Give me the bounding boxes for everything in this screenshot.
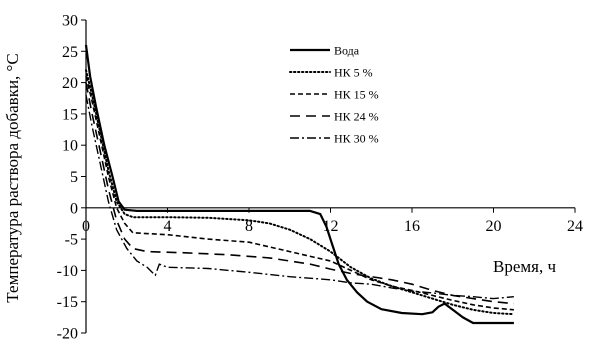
legend-label-0: Вода [334, 44, 360, 58]
axis-labels: Время, ч Температура раствора добавки, °C [3, 53, 556, 302]
y-tick-label: 0 [70, 200, 78, 217]
series-line-0 [84, 44, 514, 325]
series-line-4 [85, 94, 514, 300]
y-tick-label: 10 [62, 138, 78, 155]
y-axis-label: Температура раствора добавки, °C [3, 53, 22, 302]
x-tick-label: 0 [82, 218, 90, 235]
y-tick-label: -10 [57, 263, 78, 280]
legend: Вода НК 5 % НК 15 % НК 24 % НК 30 % [289, 44, 379, 146]
x-axis: 0 4 8 12 16 20 24 [82, 207, 583, 235]
legend-label-3: НК 24 % [334, 110, 379, 124]
series-line-2 [85, 76, 514, 311]
legend-label-1: НК 5 % [334, 66, 373, 80]
y-tick-label: 25 [62, 44, 78, 61]
x-tick-label: 20 [486, 218, 502, 235]
legend-label-2: НК 15 % [334, 88, 379, 102]
y-tick-label: -20 [57, 326, 78, 343]
y-tick-label: 30 [62, 13, 78, 30]
x-tick-label: 16 [404, 218, 420, 235]
series-line-3 [85, 82, 514, 305]
x-tick-label: 8 [245, 218, 253, 235]
series-line-1 [85, 69, 515, 316]
y-tick-label: -15 [57, 294, 78, 311]
x-tick-label: 12 [323, 218, 339, 235]
legend-label-4: НК 30 % [334, 132, 379, 146]
y-tick-label: 20 [62, 75, 78, 92]
y-tick-label: 15 [62, 106, 78, 123]
x-axis-label: Время, ч [493, 257, 556, 276]
y-tick-label: 5 [70, 169, 78, 186]
x-tick-label: 24 [567, 218, 583, 235]
y-tick-label: -5 [65, 232, 78, 249]
x-tick-label: 4 [164, 218, 172, 235]
plot-series [84, 44, 515, 325]
